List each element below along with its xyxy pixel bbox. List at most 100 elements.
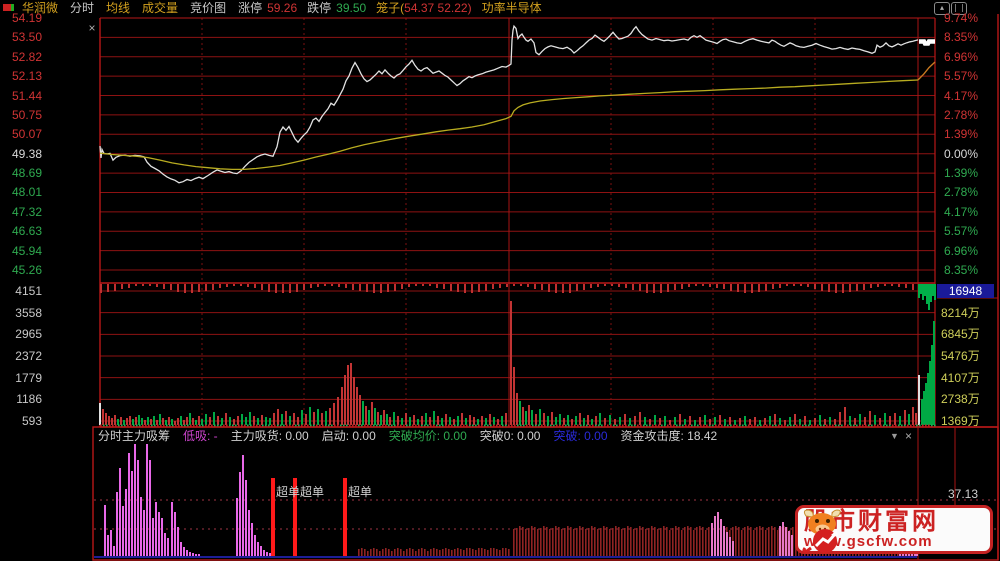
window-minimize-icon[interactable]: ▴ xyxy=(934,2,950,15)
minor-bar xyxy=(481,548,483,556)
tick xyxy=(850,424,852,428)
hang-bar-green xyxy=(924,284,926,296)
volume-bar xyxy=(329,408,331,425)
tick xyxy=(184,424,186,428)
volume-bar xyxy=(249,412,251,425)
indicator-close-icon[interactable]: × xyxy=(905,429,913,443)
volume-tick-label: 1186 xyxy=(16,392,42,407)
volume-bar xyxy=(433,411,435,425)
hang-bar xyxy=(555,284,557,293)
window-split-icon[interactable]: ❘❘ xyxy=(951,2,967,15)
minor-bar xyxy=(669,530,671,556)
hang-bar xyxy=(856,284,858,291)
hang-bar xyxy=(821,284,823,291)
minor-bar xyxy=(424,549,426,556)
volume-bar xyxy=(933,321,935,425)
hang-bar xyxy=(737,284,739,292)
hang-bar xyxy=(317,284,319,287)
tick xyxy=(136,424,138,428)
volume-bar xyxy=(421,416,423,425)
minor-bar xyxy=(660,528,662,556)
tick xyxy=(679,424,681,427)
tab-minute[interactable]: 分时 xyxy=(70,1,95,15)
tick xyxy=(262,424,264,428)
tick xyxy=(514,424,516,428)
bull-icon xyxy=(802,509,841,553)
percent-tick-label: 4.17% xyxy=(944,88,979,103)
minor-bar xyxy=(705,530,707,556)
volume-bar xyxy=(894,413,896,425)
minor-bar xyxy=(690,527,692,556)
minor-bar xyxy=(421,548,423,556)
minor-bar xyxy=(678,527,680,556)
hang-bar xyxy=(275,284,277,293)
volume-bar xyxy=(393,412,395,425)
tick xyxy=(190,424,192,428)
tick xyxy=(904,424,906,428)
price-tick-label: 46.63 xyxy=(11,224,42,239)
volume-bar xyxy=(337,397,339,425)
hang-bar-green xyxy=(930,284,932,302)
inflow-bar xyxy=(251,523,253,556)
tick xyxy=(790,424,792,428)
tab-ma-line[interactable]: 均线 xyxy=(106,1,131,15)
volume-bar xyxy=(168,417,170,425)
volume-bar xyxy=(889,416,891,425)
tick xyxy=(649,424,651,427)
tick xyxy=(889,424,891,427)
volume-bar xyxy=(724,419,726,425)
indicator-collapse-icon[interactable]: ▼ xyxy=(890,431,899,441)
tick xyxy=(658,424,660,428)
minor-bar xyxy=(576,528,578,556)
volume-bar xyxy=(99,403,101,425)
volume-bar xyxy=(245,417,247,425)
percent-tick-label: 5.57% xyxy=(944,69,979,84)
tab-bid-chart[interactable]: 竞价图 xyxy=(190,1,227,15)
hang-bar xyxy=(597,284,599,287)
hang-bar xyxy=(520,284,522,286)
volume-bar xyxy=(257,418,259,425)
volume-bar xyxy=(884,413,886,425)
hang-bar xyxy=(800,284,802,286)
volume-bar xyxy=(834,419,836,425)
hang-bar xyxy=(716,284,718,288)
minor-bar xyxy=(750,527,752,556)
hang-bar xyxy=(814,284,816,289)
tick xyxy=(472,424,474,428)
main-chart-close-icon[interactable]: × xyxy=(88,21,96,35)
volume-bar xyxy=(409,417,411,425)
volume-bar xyxy=(674,417,676,425)
hang-bar-green xyxy=(934,284,936,300)
hang-bar xyxy=(807,284,809,287)
volume-bar xyxy=(839,412,841,425)
price-tick-label: 50.07 xyxy=(11,127,42,142)
volume-bar xyxy=(401,418,403,425)
volume-amount-label: 8214万 xyxy=(941,305,980,320)
hang-bar xyxy=(310,284,312,288)
tick xyxy=(736,424,738,428)
tick xyxy=(541,424,543,427)
pink-bar xyxy=(779,526,781,556)
tick xyxy=(199,424,201,427)
minor-bar xyxy=(756,527,758,556)
minor-bar xyxy=(543,526,545,556)
indicator-header: 分时主力吸筹 低吸: - 主力吸货: 0.00 启动: 0.00 突破均价: 0.00 突… xyxy=(98,429,730,443)
minor-bar xyxy=(606,527,608,556)
inflow-bar xyxy=(239,472,241,556)
minor-bar xyxy=(400,549,402,556)
tick xyxy=(220,424,222,428)
tick xyxy=(286,424,288,428)
minor-bar xyxy=(666,527,668,556)
price-line xyxy=(99,24,919,184)
tick xyxy=(355,424,357,427)
tick xyxy=(766,424,768,428)
volume-bar xyxy=(186,417,188,425)
tab-volume[interactable]: 成交量 xyxy=(142,1,179,15)
volume-bar xyxy=(265,417,267,425)
tick xyxy=(454,424,456,428)
minor-bar xyxy=(457,548,459,556)
volume-bar xyxy=(804,416,806,425)
volume-bar xyxy=(261,415,263,425)
hang-bar xyxy=(205,284,207,291)
volume-bar xyxy=(273,413,275,425)
